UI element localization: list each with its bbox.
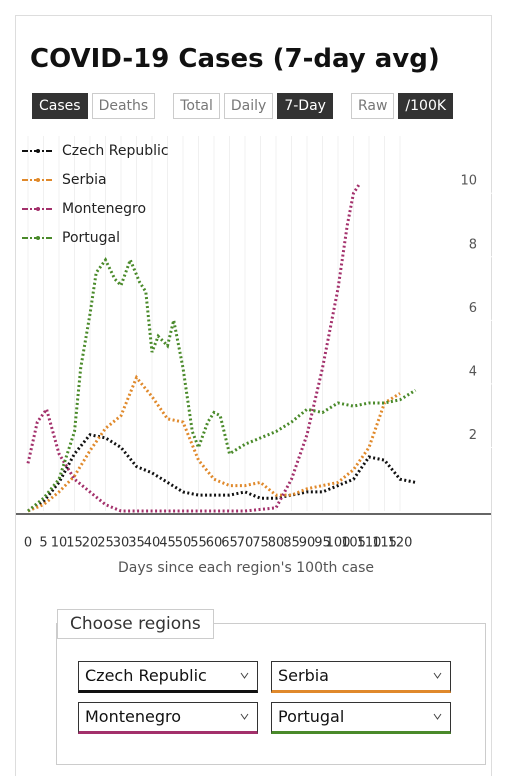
x-tick-label: 60 <box>206 536 223 551</box>
toggle-button[interactable]: 7-Day <box>277 93 333 119</box>
chevron-path <box>240 672 249 679</box>
select-label: Czech Republic <box>85 666 207 685</box>
x-tick-label: 85 <box>283 536 300 551</box>
button-bar: Cases Deaths Total Daily 7-Day Raw/100K <box>32 93 454 119</box>
button-group: Raw/100K <box>350 93 454 119</box>
chevron <box>240 672 249 679</box>
x-tick-label: 110 <box>357 536 382 551</box>
x-tick-label: 100 <box>326 536 351 551</box>
chevron-path <box>433 713 442 720</box>
x-tick-label: 115 <box>372 536 397 551</box>
x-tick-label: 120 <box>388 536 413 551</box>
x-tick-label: 95 <box>314 536 331 551</box>
x-tick-label: 20 <box>82 536 99 551</box>
region-picker: Choose regions Czech Republic Serbia Monte… <box>56 609 486 765</box>
legend-label: Serbia <box>62 172 107 188</box>
x-tick-label: 75 <box>252 536 269 551</box>
x-tick-label: 80 <box>268 536 285 551</box>
x-tick-label: 30 <box>113 536 130 551</box>
toggle-button[interactable]: Total <box>173 93 220 119</box>
y-tick-label: 8 <box>469 237 477 252</box>
x-tick-label: 45 <box>159 536 176 551</box>
legend-dot <box>36 207 40 211</box>
x-tick-label: 105 <box>341 536 366 551</box>
chevron <box>433 713 442 720</box>
x-tick-label: 25 <box>97 536 114 551</box>
region-select[interactable]: Montenegro <box>78 702 258 734</box>
x-tick-label: 40 <box>144 536 161 551</box>
series-line <box>27 255 417 513</box>
y-tick-label: 6 <box>469 301 477 316</box>
region-select[interactable]: Portugal <box>271 702 451 734</box>
x-tick-label: 65 <box>221 536 238 551</box>
x-tick-label: 5 <box>39 536 47 551</box>
picker-legend: Choose regions <box>57 609 214 639</box>
select-label: Montenegro <box>85 707 182 726</box>
legend-label: Czech Republic <box>62 143 169 159</box>
x-tick-label: 0 <box>24 536 32 551</box>
chart: 0 5 10152025303540455055606570758085909510… <box>16 136 493 576</box>
toggle-button[interactable]: Deaths <box>91 93 156 119</box>
toggle-button[interactable]: Daily <box>223 93 274 119</box>
chevron <box>240 713 249 720</box>
select-label: Portugal <box>278 707 345 726</box>
legend-label: Portugal <box>62 230 120 246</box>
x-tick-label: 35 <box>128 536 145 551</box>
card: COVID-19 Cases (7-day avg) Cases Deaths To… <box>15 15 493 776</box>
legend-dot <box>36 178 40 182</box>
region-select[interactable]: Serbia <box>271 661 451 693</box>
x-tick-label: 90 <box>299 536 316 551</box>
toggle-button[interactable]: /100K <box>398 93 454 119</box>
x-tick-label: 10 <box>51 536 68 551</box>
legend-label: Montenegro <box>62 201 146 217</box>
toggle-button[interactable]: Cases <box>32 93 88 119</box>
region-select[interactable]: Czech Republic <box>78 661 258 693</box>
series-line <box>27 433 416 513</box>
page: COVID-19 Cases (7-day avg) Cases Deaths To… <box>15 15 492 776</box>
select-label: Serbia <box>278 666 329 685</box>
series-line <box>26 182 361 513</box>
legend-dot <box>36 236 40 240</box>
y-tick-label: 4 <box>469 364 477 379</box>
chevron <box>433 672 442 679</box>
button-group: Cases Deaths <box>32 93 156 119</box>
title: COVID-19 Cases (7-day avg) <box>30 44 440 74</box>
button-group: Total Daily 7-Day <box>173 93 333 119</box>
toggle-button[interactable]: Raw <box>350 93 395 119</box>
chevron-path <box>240 713 249 720</box>
chevron-path <box>433 672 442 679</box>
y-tick-label: 10 <box>460 174 477 189</box>
y-tick-label: 2 <box>469 428 477 443</box>
x-tick-label: 15 <box>66 536 83 551</box>
x-tick-label: 50 <box>175 536 192 551</box>
x-tick-label: 70 <box>237 536 254 551</box>
x-tick-label: 55 <box>190 536 207 551</box>
series-line <box>27 374 401 513</box>
x-axis-title: Days since each region's 100th case <box>118 560 374 576</box>
legend-dot <box>36 149 40 153</box>
